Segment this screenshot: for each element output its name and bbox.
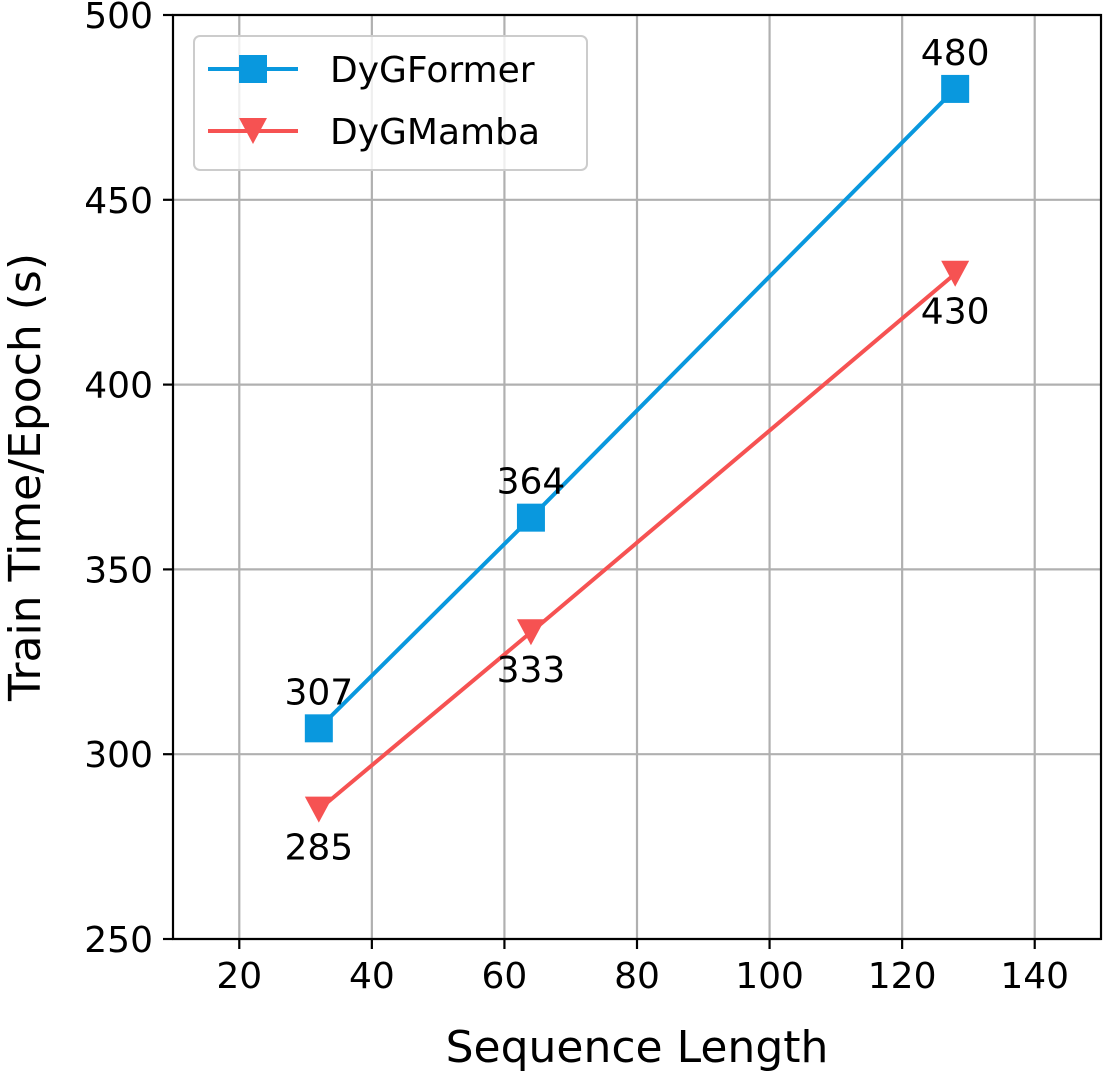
data-point-dygmamba	[941, 260, 970, 287]
data-point-dygmamba	[304, 796, 333, 823]
x-tick-label: 120	[868, 956, 937, 997]
series-dygformer	[304, 74, 970, 743]
x-axis-title: Sequence Length	[446, 1022, 829, 1073]
data-labels: 307 364 480 285 333 430	[284, 33, 989, 869]
x-tick-label: 140	[1000, 956, 1069, 997]
data-point-dygformer	[941, 74, 970, 103]
legend-label-dygformer: DyGFormer	[330, 50, 535, 91]
data-point-dygmamba	[516, 619, 545, 646]
x-tick-label: 80	[614, 956, 660, 997]
x-tick-label: 60	[482, 956, 528, 997]
y-tick-label: 300	[84, 735, 153, 776]
data-label-dygformer: 364	[497, 462, 566, 503]
data-point-dygformer	[516, 503, 545, 532]
data-label-dygmamba: 285	[284, 828, 353, 869]
y-tick-label: 450	[84, 181, 153, 222]
data-label-dygmamba: 430	[921, 292, 990, 333]
y-tick-label: 500	[84, 0, 153, 37]
x-tick-label: 100	[735, 956, 804, 997]
data-label-dygmamba: 333	[497, 650, 566, 691]
data-point-dygformer	[304, 714, 333, 743]
legend-marker-dygformer	[239, 55, 267, 83]
data-label-dygformer: 307	[284, 672, 353, 713]
x-tick-label: 40	[349, 956, 395, 997]
legend: DyGFormer DyGMamba	[193, 35, 588, 171]
y-tick-label: 350	[84, 550, 153, 591]
series-dygmamba	[304, 260, 970, 823]
y-axis-title: Train Time/Epoch (s)	[0, 253, 51, 702]
series-layer	[304, 74, 970, 823]
legend-marker-dygmamba	[239, 118, 267, 144]
x-tick-label: 20	[216, 956, 262, 997]
legend-label-dygmamba: DyGMamba	[330, 112, 540, 153]
y-tick-label: 250	[84, 920, 153, 961]
axis-ticks: 20 40 60 80 100 120 140 250 300 350 400 450 500	[84, 0, 1069, 997]
data-label-dygformer: 480	[921, 33, 990, 74]
y-tick-label: 400	[84, 366, 153, 407]
legend-entry-dygformer: DyGFormer	[208, 50, 535, 91]
legend-entry-dygmamba: DyGMamba	[208, 112, 540, 153]
